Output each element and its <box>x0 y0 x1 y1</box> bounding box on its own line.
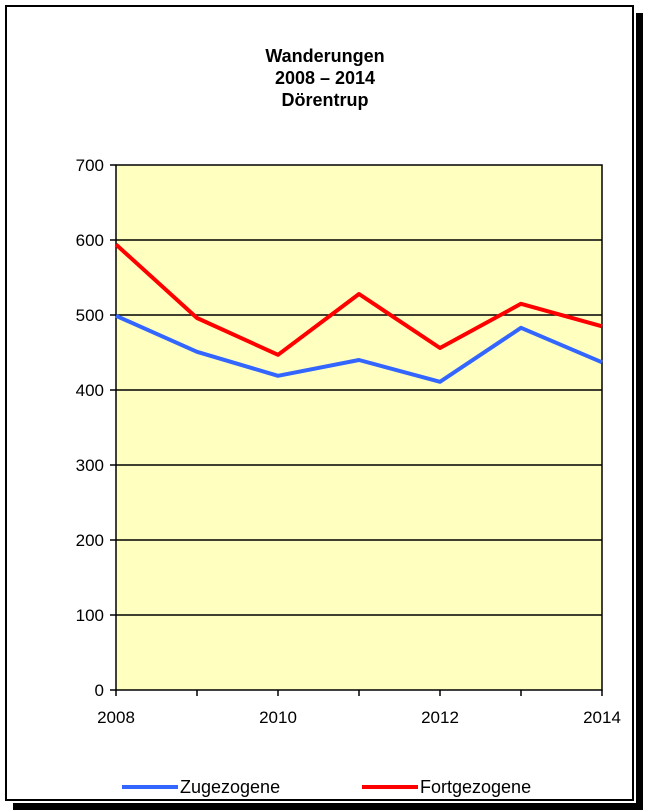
plot-area <box>115 164 603 691</box>
chart-title-line-2: 2008 – 2014 <box>274 68 376 88</box>
y-tick-label-0: 0 <box>95 681 104 700</box>
x-tick-label-2012: 2012 <box>421 708 459 727</box>
y-tick-label-500: 500 <box>76 306 104 325</box>
legend-label-zugezogene: Zugezogene <box>180 776 281 797</box>
x-tick-label-2010: 2010 <box>259 708 297 727</box>
frame-shadow-right <box>636 13 643 807</box>
frame-shadow-bottom <box>13 803 643 810</box>
series-line-fortgezogene <box>114 243 603 357</box>
x-tick-label-2008: 2008 <box>97 708 135 727</box>
y-tick-label-200: 200 <box>76 531 104 550</box>
y-tick-label-300: 300 <box>76 456 104 475</box>
legend-swatch-zugezogene <box>122 785 178 789</box>
y-tick-label-100: 100 <box>76 606 104 625</box>
y-tick-label-600: 600 <box>76 231 104 250</box>
legend-label-fortgezogene: Fortgezogene <box>420 776 532 797</box>
y-tick-label-400: 400 <box>76 381 104 400</box>
chart-title-line-1: Wanderungen <box>265 46 385 66</box>
legend-item-fortgezogene: Fortgezogene <box>362 776 531 798</box>
legend-swatch-fortgezogene <box>362 785 418 789</box>
chart-title-line-3: Dörentrup <box>281 90 369 110</box>
x-tick-label-2014: 2014 <box>583 708 621 727</box>
legend-item-zugezogene: Zugezogene <box>122 776 280 798</box>
series-line-zugezogene <box>115 313 603 384</box>
y-tick-label-700: 700 <box>76 156 104 175</box>
